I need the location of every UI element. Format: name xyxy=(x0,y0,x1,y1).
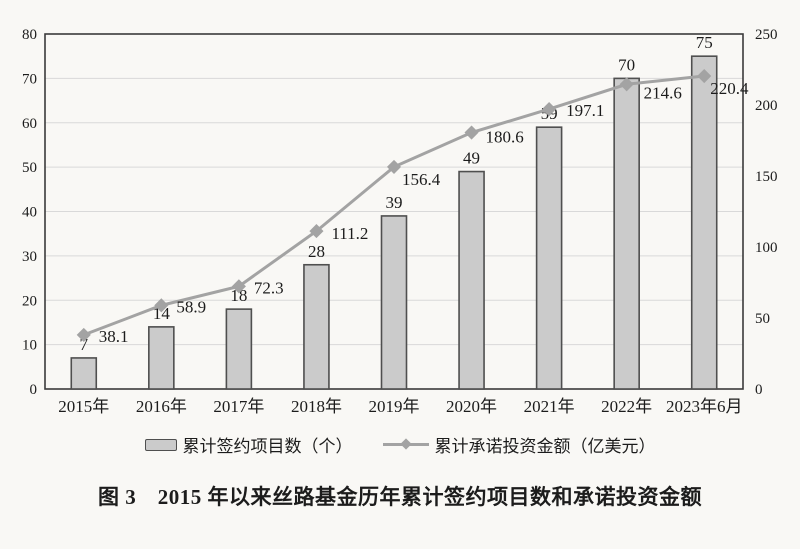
line-value-label: 156.4 xyxy=(402,170,441,189)
y-axis-tick-label: 20 xyxy=(22,293,37,309)
bar xyxy=(148,326,175,390)
bar xyxy=(613,77,640,390)
x-axis-tick-label: 2015年 xyxy=(58,397,109,416)
bar xyxy=(535,126,563,390)
bar-series-swatch xyxy=(144,438,177,451)
line-value-label: 197.1 xyxy=(566,101,604,120)
bar-value-label: 14 xyxy=(153,304,171,323)
bar xyxy=(380,215,408,390)
x-axis-tick-label: 2022年 xyxy=(601,397,652,416)
x-axis-tick-label: 2016年 xyxy=(136,397,187,416)
y2-axis-tick-label: 250 xyxy=(755,27,778,43)
x-axis-tick-label: 2023年6月 xyxy=(666,397,743,416)
y-axis-tick-label: 0 xyxy=(30,382,38,398)
line-value-label: 72.3 xyxy=(254,278,284,297)
line-marker-icon xyxy=(542,102,557,117)
line-value-label: 38.1 xyxy=(99,327,129,346)
line-marker-icon xyxy=(231,279,246,294)
bar-value-label: 7 xyxy=(80,335,89,354)
y2-axis-tick-label: 0 xyxy=(755,382,763,398)
legend-item-line: 累计承诺投资金额（亿美元） xyxy=(382,432,656,457)
bar-value-label: 70 xyxy=(618,55,635,74)
y-axis-tick-label: 60 xyxy=(22,116,37,132)
x-axis-tick-label: 2019年 xyxy=(369,397,420,416)
line-value-label: 220.4 xyxy=(710,79,749,98)
line-marker-icon xyxy=(619,77,634,92)
bar-value-label: 18 xyxy=(230,286,247,305)
line-marker-icon xyxy=(697,68,712,84)
x-axis-tick-label: 2017年 xyxy=(213,397,264,416)
line-value-label: 214.6 xyxy=(644,83,682,102)
y-axis-tick-label: 50 xyxy=(22,160,37,176)
y2-axis-tick-label: 150 xyxy=(755,169,778,185)
bar xyxy=(303,263,330,390)
line-marker-icon xyxy=(309,224,324,239)
y2-axis-tick-label: 50 xyxy=(755,311,770,327)
bar xyxy=(225,308,253,390)
line-value-label: 180.6 xyxy=(486,128,524,147)
legend-item-bars: 累计签约项目数（个） xyxy=(144,432,353,457)
bar-value-label: 28 xyxy=(308,242,325,261)
y-axis-tick-label: 70 xyxy=(22,71,37,87)
y2-axis-tick-label: 100 xyxy=(755,240,778,256)
legend-diamond-marker-icon xyxy=(399,438,412,450)
legend-label-bars: 累计签约项目数（个） xyxy=(182,437,353,456)
line-marker-icon xyxy=(386,159,402,174)
x-axis-tick-label: 2021年 xyxy=(524,397,575,416)
bar-value-label: 49 xyxy=(463,149,480,168)
y-axis-tick-label: 30 xyxy=(22,249,37,265)
bar xyxy=(690,55,718,390)
line-marker-icon xyxy=(76,327,91,342)
line-value-label: 111.2 xyxy=(331,224,368,243)
y2-axis-tick-label: 200 xyxy=(755,98,778,114)
line-marker-icon xyxy=(154,298,169,313)
bar-value-label: 75 xyxy=(696,33,713,52)
legend-label-line: 累计承诺投资金额（亿美元） xyxy=(434,437,656,456)
line-value-label: 58.9 xyxy=(176,297,206,316)
bar xyxy=(458,170,485,390)
x-axis-tick-label: 2020年 xyxy=(446,397,497,416)
y-axis-tick-label: 80 xyxy=(22,27,37,43)
x-axis-tick-label: 2018年 xyxy=(291,397,342,416)
chart-canvas: 0 10 20 30 40 50 60 70 80 0 50 100 150 200 250 2015年 201… xyxy=(22,27,778,416)
y-axis-tick-label: 10 xyxy=(22,338,37,354)
chart-legend: 累计签约项目数（个） 累计承诺投资金额（亿美元） xyxy=(0,432,800,457)
figure-caption: 图 3 2015 年以来丝路基金历年累计签约项目数和承诺投资金额 xyxy=(98,485,702,509)
line-series-swatch xyxy=(382,438,429,450)
bar-value-label: 39 xyxy=(386,193,403,212)
line-marker-icon xyxy=(464,125,479,140)
bar xyxy=(70,357,98,390)
y-axis-tick-label: 40 xyxy=(22,205,37,221)
